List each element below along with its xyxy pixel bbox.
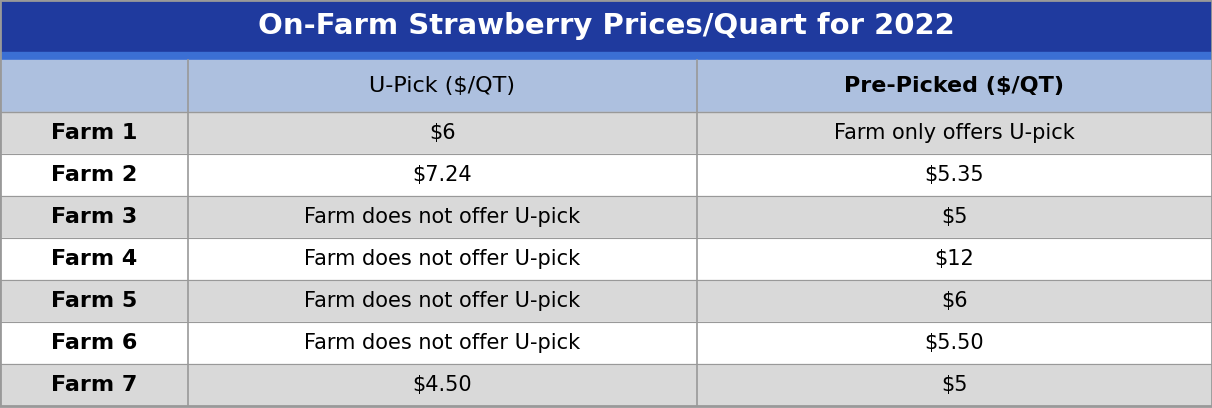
- Bar: [0, 322, 1212, 364]
- Bar: [0, 52, 1212, 60]
- Text: $6: $6: [429, 123, 456, 143]
- Text: Farm 2: Farm 2: [51, 165, 137, 185]
- Text: $5.50: $5.50: [925, 333, 984, 353]
- Text: Farm only offers U-pick: Farm only offers U-pick: [834, 123, 1075, 143]
- Bar: [0, 0, 1212, 52]
- Text: $4.50: $4.50: [412, 375, 473, 395]
- Bar: [0, 364, 1212, 406]
- Text: Farm 5: Farm 5: [51, 291, 137, 311]
- Bar: [0, 112, 1212, 154]
- Text: On-Farm Strawberry Prices/Quart for 2022: On-Farm Strawberry Prices/Quart for 2022: [258, 12, 954, 40]
- Bar: [0, 60, 1212, 112]
- Bar: [0, 280, 1212, 322]
- Bar: [0, 154, 1212, 196]
- Text: Pre-Picked ($/QT): Pre-Picked ($/QT): [845, 76, 1064, 96]
- Text: $7.24: $7.24: [412, 165, 473, 185]
- Text: Farm 1: Farm 1: [51, 123, 137, 143]
- Text: U-Pick ($/QT): U-Pick ($/QT): [370, 76, 515, 96]
- Text: Farm does not offer U-pick: Farm does not offer U-pick: [304, 333, 581, 353]
- Bar: [0, 238, 1212, 280]
- Text: $5.35: $5.35: [925, 165, 984, 185]
- Text: $6: $6: [942, 291, 967, 311]
- Text: Farm does not offer U-pick: Farm does not offer U-pick: [304, 291, 581, 311]
- Text: Farm 7: Farm 7: [51, 375, 137, 395]
- Bar: [0, 196, 1212, 238]
- Text: Farm 3: Farm 3: [51, 207, 137, 227]
- Text: $5: $5: [942, 375, 967, 395]
- Text: Farm 6: Farm 6: [51, 333, 137, 353]
- Text: Farm 4: Farm 4: [51, 249, 137, 269]
- Text: Farm does not offer U-pick: Farm does not offer U-pick: [304, 207, 581, 227]
- Text: $5: $5: [942, 207, 967, 227]
- Text: $12: $12: [934, 249, 974, 269]
- Text: Farm does not offer U-pick: Farm does not offer U-pick: [304, 249, 581, 269]
